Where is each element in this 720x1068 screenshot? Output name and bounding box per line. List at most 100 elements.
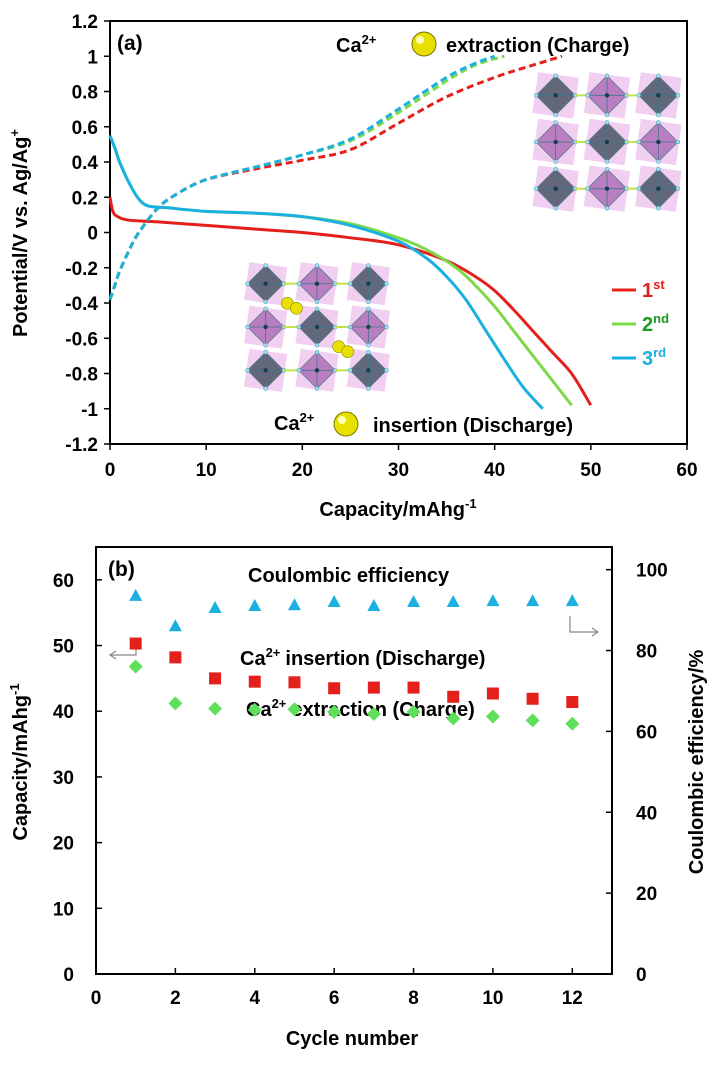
crystal-ligand-atom: [366, 386, 371, 391]
charge-capacity-point: [565, 716, 580, 731]
y-tick-label: 0: [87, 224, 98, 245]
discharge-capacity-point: [129, 637, 142, 650]
charge-capacity-point: [327, 704, 342, 719]
crystal-ligand-atom: [604, 120, 610, 125]
y-left-tick-label: 30: [53, 768, 74, 789]
panel-b-right-y-axis-title: Coulombic efficiency/%: [686, 650, 708, 875]
crystal-ligand-atom: [366, 263, 371, 268]
panel-b-x-ticks: 0 2 4 6 8 10 12: [91, 968, 583, 1009]
coulombic-efficiency-point: [407, 594, 421, 607]
panel-b-plot-frame: [95, 546, 613, 975]
crystal-ligand-atom: [347, 324, 353, 330]
crystal-ligand-atom: [604, 166, 610, 172]
coulombic-efficiency-label: Coulombic efficiency: [248, 565, 450, 587]
charge-annotation-text: extraction (Charge): [446, 35, 629, 57]
y-tick-label: -0.2: [65, 259, 98, 280]
crystal-ligand-atom: [553, 206, 558, 211]
crystal-ligand-atom: [533, 93, 539, 98]
panel-b-right-y-ticks: 0 20 40 60 80 100: [606, 561, 668, 986]
x-tick-label: 50: [580, 460, 601, 481]
charge-capacity-point: [485, 709, 500, 724]
y-tick-label: 1: [87, 47, 98, 68]
crystal-metal-atom: [656, 139, 661, 145]
crystal-ligand-atom: [263, 386, 268, 391]
insertion-series-label: Ca2+ insertion (Discharge): [240, 645, 485, 670]
y-tick-label: -1.2: [65, 435, 98, 456]
charge-capacity-point: [287, 702, 302, 717]
charge-capacity-point: [247, 702, 262, 717]
crystal-ligand-atom: [656, 206, 661, 211]
crystal-ligand-atom: [347, 281, 353, 286]
charge-capacity-point: [406, 704, 421, 719]
crystal-metal-atom: [314, 324, 320, 330]
x-tick-label: 12: [562, 988, 583, 1009]
coulombic-efficiency-point: [526, 594, 540, 607]
y-tick-label: -0.8: [65, 365, 98, 386]
y-left-tick-label: 10: [53, 899, 74, 920]
x-tick-label: 40: [484, 460, 505, 481]
coulombic-efficiency-point: [565, 594, 579, 607]
y-tick-label: -0.4: [65, 294, 98, 315]
crystal-ligand-atom: [675, 93, 681, 98]
panel-a-legend: 1st 2nd 3rd: [612, 277, 669, 370]
y-left-tick-label: 60: [53, 571, 74, 592]
x-tick-label: 10: [196, 460, 217, 481]
discharge-capacity-point: [526, 692, 539, 705]
y-tick-label: 0.2: [72, 188, 98, 209]
calcium-ion-icon-discharge: [333, 411, 359, 437]
crystal-metal-atom: [366, 324, 371, 330]
y-right-tick-label: 100: [636, 561, 668, 582]
panel-a-y-ticks: -1.2 -1 -0.8 -0.6 -0.4 -0.2 0 0.2 0.4 0.6 0.8 1 1.2: [65, 12, 110, 456]
crystal-ligand-atom: [675, 186, 681, 191]
crystal-ligand-atom: [366, 349, 371, 355]
crystal-ligand-atom: [347, 368, 353, 373]
discharge-capacity-point: [169, 651, 182, 664]
crystal-ligand-atom: [314, 349, 320, 355]
y-right-tick-label: 0: [636, 965, 647, 986]
crystal-ligand-atom: [366, 306, 371, 312]
x-tick-label: 60: [676, 460, 697, 481]
charge-capacity-point: [525, 713, 540, 728]
crystal-ligand-atom: [314, 342, 320, 348]
crystal-metal-atom: [604, 93, 610, 98]
y-left-tick-label: 50: [53, 637, 74, 658]
crystal-ligand-atom: [263, 349, 268, 355]
crystal-ligand-atom: [245, 368, 250, 373]
crystal-ligand-atom: [245, 324, 250, 330]
crystal-ligand-atom: [636, 139, 641, 145]
crystal-metal-atom: [604, 186, 610, 191]
crystal-ligand-atom: [263, 306, 268, 312]
coulombic-efficiency-point: [486, 594, 500, 607]
crystal-ligand-atom: [553, 120, 558, 125]
coulombic-efficiency-point: [287, 598, 301, 611]
discharge-capacity-point: [407, 681, 420, 694]
discharge-capacity-point: [486, 687, 499, 700]
crystal-ligand-atom: [656, 112, 661, 118]
panel-b-label: (b): [108, 558, 135, 581]
x-tick-label: 10: [482, 988, 503, 1009]
crystal-metal-atom: [263, 281, 268, 286]
crystal-structure-charged-image: [532, 72, 682, 212]
y-tick-label: -0.6: [65, 329, 98, 350]
crystal-ligand-atom: [296, 281, 302, 286]
y-left-tick-label: 0: [63, 965, 74, 986]
y-left-tick-label: 20: [53, 834, 74, 855]
crystal-ligand-atom: [314, 306, 320, 312]
y-tick-label: 0.4: [72, 153, 99, 174]
discharge-capacity-point: [328, 682, 341, 695]
crystal-metal-atom: [656, 93, 661, 98]
crystal-metal-atom: [263, 324, 268, 330]
crystal-ligand-atom: [263, 342, 268, 348]
coulombic-efficiency-point: [446, 594, 460, 607]
panel-b-left-y-axis-title: Capacity/mAhg-1: [7, 683, 32, 840]
panel-a-x-axis-title: Capacity/mAhg-1: [319, 496, 476, 521]
discharge-capacity-point: [248, 675, 261, 688]
crystal-ligand-atom: [656, 166, 661, 172]
crystal-metal-atom: [263, 368, 268, 373]
coulombic-efficiency-point: [248, 599, 262, 612]
discharge-capacity-point: [367, 681, 380, 694]
calcium-ion-atom: [341, 345, 354, 358]
y-tick-label: -1: [81, 400, 98, 421]
